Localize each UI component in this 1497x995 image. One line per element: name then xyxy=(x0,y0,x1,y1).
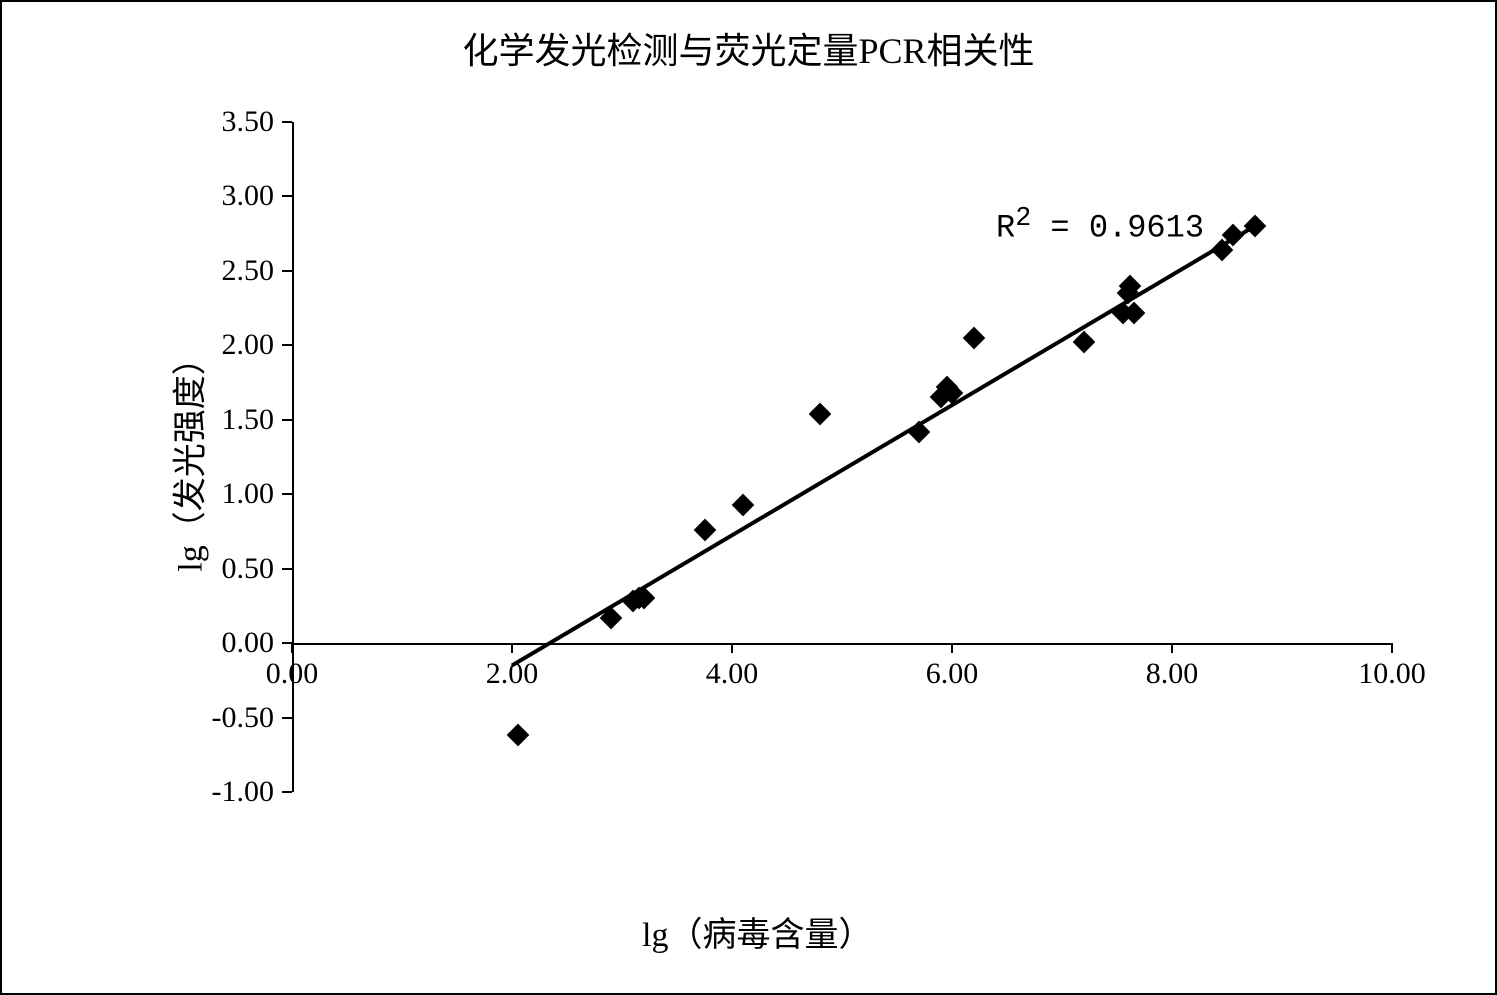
y-tick xyxy=(282,717,292,719)
plot-area: 0.002.004.006.008.0010.00 -1.00-0.500.00… xyxy=(292,122,1392,792)
r-letter: R xyxy=(996,210,1015,247)
y-tick-label: -0.50 xyxy=(154,701,274,735)
y-tick xyxy=(282,642,292,644)
y-tick xyxy=(282,493,292,495)
r-value: = 0.9613 xyxy=(1031,210,1204,247)
x-tick xyxy=(511,643,513,653)
x-tick xyxy=(291,643,293,653)
y-tick-label: -1.00 xyxy=(154,775,274,809)
x-tick-label: 4.00 xyxy=(706,657,759,691)
x-axis-label: lg（病毒含量） xyxy=(642,907,872,956)
x-tick-label: 10.00 xyxy=(1358,657,1426,691)
x-tick xyxy=(951,643,953,653)
y-tick xyxy=(282,121,292,123)
chart-title: 化学发光检测与荧光定量PCR相关性 xyxy=(2,22,1495,74)
y-tick xyxy=(282,791,292,793)
y-tick-label: 0.00 xyxy=(154,626,274,660)
r-sup: 2 xyxy=(1015,204,1031,234)
x-tick xyxy=(1171,643,1173,653)
x-tick-label: 0.00 xyxy=(266,657,319,691)
y-axis-label: lg（发光强度） xyxy=(163,341,212,571)
x-tick xyxy=(1391,643,1393,653)
y-tick-label: 3.00 xyxy=(154,179,274,213)
y-tick xyxy=(282,270,292,272)
y-tick-label: 2.50 xyxy=(154,254,274,288)
x-tick xyxy=(731,643,733,653)
y-tick-label: 3.50 xyxy=(154,105,274,139)
x-tick-label: 6.00 xyxy=(926,657,979,691)
trendline-svg xyxy=(292,122,1392,792)
y-tick xyxy=(282,419,292,421)
r-squared-label: R2 = 0.9613 xyxy=(996,204,1204,247)
y-tick xyxy=(282,195,292,197)
y-tick xyxy=(282,344,292,346)
chart-container: 化学发光检测与荧光定量PCR相关性 0.00 2.00 4.00 6.00 8.00 10… xyxy=(0,0,1497,995)
x-tick-label: 8.00 xyxy=(1146,657,1199,691)
x-tick-label: 2.00 xyxy=(486,657,539,691)
y-tick xyxy=(282,568,292,570)
